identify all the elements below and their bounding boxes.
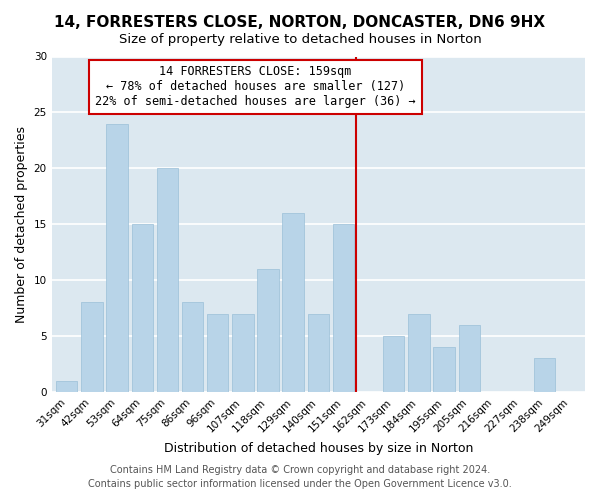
Bar [308,314,329,392]
Bar [433,347,455,392]
Bar [81,302,103,392]
Bar [131,224,153,392]
Bar [106,124,128,392]
Bar [56,381,77,392]
X-axis label: Distribution of detached houses by size in Norton: Distribution of detached houses by size … [164,442,473,455]
Bar [458,325,480,392]
Bar [333,224,354,392]
Text: Contains HM Land Registry data © Crown copyright and database right 2024.
Contai: Contains HM Land Registry data © Crown c… [88,465,512,489]
Bar [232,314,254,392]
Bar [182,302,203,392]
Bar [207,314,229,392]
Text: Size of property relative to detached houses in Norton: Size of property relative to detached ho… [119,32,481,46]
Bar [534,358,556,392]
Bar [283,213,304,392]
Y-axis label: Number of detached properties: Number of detached properties [15,126,28,322]
Bar [157,168,178,392]
Text: 14, FORRESTERS CLOSE, NORTON, DONCASTER, DN6 9HX: 14, FORRESTERS CLOSE, NORTON, DONCASTER,… [55,15,545,30]
Bar [383,336,404,392]
Bar [257,269,279,392]
Text: 14 FORRESTERS CLOSE: 159sqm
← 78% of detached houses are smaller (127)
22% of se: 14 FORRESTERS CLOSE: 159sqm ← 78% of det… [95,66,416,108]
Bar [408,314,430,392]
